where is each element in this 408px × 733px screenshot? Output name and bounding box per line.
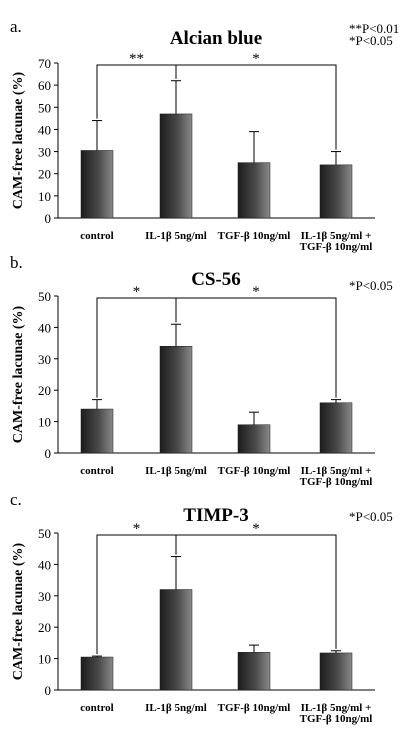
- significance-stars: *: [252, 284, 260, 300]
- y-tick-label: 10: [38, 189, 51, 204]
- x-category-label: TGF-β 10ng/ml: [300, 241, 373, 253]
- bar-3: [237, 652, 271, 691]
- panel-label: a.: [10, 17, 22, 36]
- y-tick-label: 30: [38, 145, 51, 160]
- bar-4: [319, 652, 353, 691]
- y-tick-label: 50: [38, 289, 51, 304]
- significance-bracket: [175, 534, 337, 649]
- significance-legend-entry: *P<0.05: [349, 278, 393, 293]
- significance-legend-entry: *P<0.05: [349, 509, 393, 524]
- significance-stars: *: [252, 521, 260, 537]
- significance-bracket: [96, 64, 177, 119]
- bar-1: [80, 150, 114, 219]
- x-category-label: IL-1β 5ng/ml +: [301, 702, 372, 714]
- x-category-label: IL-1β 5ng/ml: [145, 230, 207, 242]
- x-category-label: TGF-β 10ng/ml: [300, 713, 373, 725]
- panel-label: c.: [10, 490, 22, 509]
- bar-2: [159, 589, 193, 691]
- bar-3: [237, 424, 271, 454]
- y-tick-label: 50: [38, 526, 51, 541]
- y-tick-label: 0: [45, 446, 52, 461]
- x-category-label: control: [80, 230, 113, 242]
- x-category-label: IL-1β 5ng/ml: [145, 465, 207, 477]
- significance-stars: **: [129, 51, 144, 67]
- y-tick-label: 0: [45, 683, 52, 698]
- chart-panel-1: a. Alcian blue **P<0.01*P<0.05 CAM-free lac…: [10, 17, 399, 253]
- y-tick-label: 20: [38, 620, 51, 635]
- y-axis-label: CAM-free lacunae (%): [11, 305, 26, 443]
- chart-panel-2: b. CS-56 *P<0.05 CAM-free lacunae (%) 0 10 20 3…: [10, 253, 393, 488]
- x-category-label: IL-1β 5ng/ml: [145, 702, 207, 714]
- x-category-label: TGF-β 10ng/ml: [218, 465, 291, 477]
- y-tick-label: 10: [38, 652, 51, 667]
- bar-1: [80, 656, 114, 691]
- significance-legend-entry: *P<0.05: [349, 33, 393, 48]
- y-tick-label: 40: [38, 320, 51, 335]
- bar-4: [319, 164, 353, 219]
- x-category-label: TGF-β 10ng/ml: [218, 702, 291, 714]
- chart-title: TIMP-3: [183, 505, 248, 526]
- y-tick-label: 20: [38, 167, 51, 182]
- y-tick-label: 10: [38, 415, 51, 430]
- y-axis-label: CAM-free lacunae (%): [11, 71, 26, 209]
- y-tick-label: 20: [38, 383, 51, 398]
- y-tick-label: 60: [38, 78, 51, 93]
- x-category-label: TGF-β 10ng/ml: [218, 230, 291, 242]
- significance-stars: *: [133, 284, 141, 300]
- chart-title: CS-56: [191, 269, 241, 290]
- bar-1: [80, 408, 114, 454]
- x-category-label: IL-1β 5ng/ml +: [301, 465, 372, 477]
- x-category-label: control: [80, 465, 113, 477]
- panel-label: b.: [10, 253, 23, 272]
- bar-2: [159, 345, 193, 454]
- bar-2: [159, 113, 193, 219]
- y-tick-label: 30: [38, 589, 51, 604]
- significance-legend-entry: **P<0.01: [349, 21, 399, 36]
- y-axis-label: CAM-free lacunae (%): [11, 542, 26, 680]
- y-tick-label: 40: [38, 557, 51, 572]
- chart-panel-3: c. TIMP-3 *P<0.05 CAM-free lacunae (%) 0 10 20…: [10, 490, 393, 725]
- x-category-label: control: [80, 702, 113, 714]
- bar-3: [237, 162, 271, 219]
- bar-4: [319, 402, 353, 454]
- significance-bracket: [175, 64, 337, 150]
- chart-title: Alcian blue: [170, 28, 262, 49]
- x-category-label: IL-1β 5ng/ml +: [301, 230, 372, 242]
- significance-bracket: [175, 297, 337, 398]
- y-tick-label: 30: [38, 352, 51, 367]
- y-tick-label: 70: [38, 56, 51, 71]
- significance-stars: *: [133, 521, 141, 537]
- y-tick-label: 50: [38, 100, 51, 115]
- y-tick-label: 0: [45, 211, 52, 226]
- significance-stars: *: [252, 51, 260, 67]
- x-category-label: TGF-β 10ng/ml: [300, 476, 373, 488]
- y-tick-label: 40: [38, 122, 51, 137]
